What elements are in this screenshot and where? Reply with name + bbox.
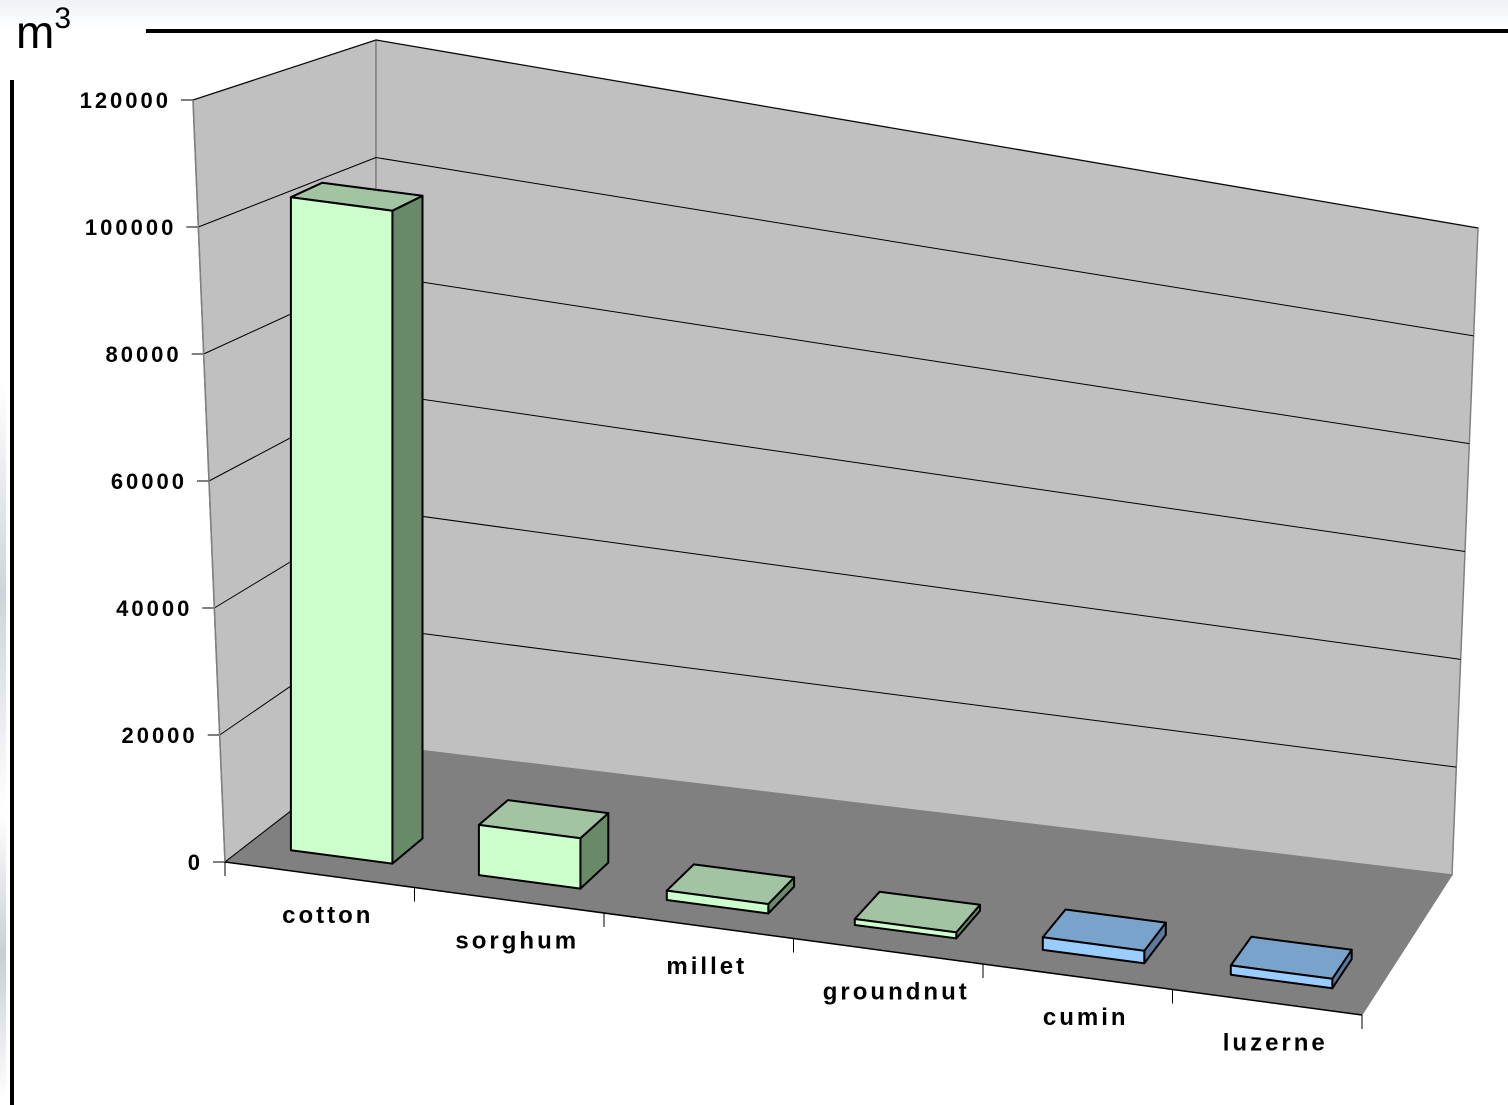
unit-base: m [16, 6, 55, 58]
x-tick-label: groundnut [823, 978, 970, 1005]
x-tick-label: cotton [282, 902, 373, 929]
x-axis: cotton sorghum millet groundnut cumin luzerne [224, 861, 1363, 1056]
x-tick-label: sorghum [455, 927, 579, 954]
gridline-back [375, 627, 1457, 768]
bar-front [665, 889, 770, 915]
unit-exponent: 3 [54, 2, 72, 35]
left-decoration [0, 380, 6, 1100]
y-tick-label: 40000 [116, 596, 192, 621]
bar-front [1041, 936, 1146, 965]
x-tick-label: luzerne [1223, 1029, 1328, 1056]
bar-cotton [289, 181, 424, 865]
top-rule [146, 29, 1508, 33]
gridline-side [192, 39, 377, 101]
y-axis: 0 20000 40000 60000 80000 100000 120000 [80, 88, 226, 875]
bar-millet [665, 863, 796, 915]
y-tick-label: 0 [188, 850, 203, 875]
gridline-back [375, 157, 1474, 337]
bar-front [477, 823, 582, 890]
y-axis-line [192, 99, 226, 863]
bars [289, 181, 1353, 990]
bar-front [1229, 964, 1334, 990]
y-tick-label: 20000 [121, 723, 197, 748]
y-tick-label: 100000 [85, 215, 176, 240]
x-tick-label: cumin [1043, 1004, 1129, 1031]
side-rule [10, 80, 14, 1105]
header-band [0, 0, 1508, 28]
bar-side [391, 194, 424, 865]
x-tick-label: millet [666, 953, 747, 980]
bar-luzerne [1229, 935, 1353, 990]
y-tick-label: 80000 [105, 342, 181, 367]
gridline-back [375, 509, 1461, 660]
gridline-side [198, 157, 377, 228]
bar-cumin [1041, 908, 1167, 965]
y-tick-label: 120000 [80, 88, 171, 113]
bar-front [853, 918, 958, 940]
bar-front [289, 196, 394, 865]
bar-sorghum [477, 799, 610, 890]
gridline-back [375, 39, 1479, 229]
y-tick-label: 60000 [111, 469, 187, 494]
gridline-back [375, 392, 1466, 552]
back-wall [375, 39, 1479, 876]
gridline-back [375, 274, 1470, 445]
bar-groundnut [853, 890, 981, 940]
unit-label: m3 [16, 2, 72, 58]
